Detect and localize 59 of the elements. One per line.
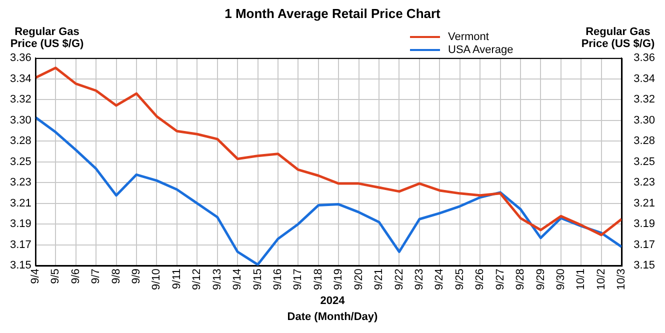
x-tick-label: 9/14 xyxy=(232,268,244,290)
y-tick-label: 3.17 xyxy=(10,238,32,251)
y-tick-label: 3.25 xyxy=(10,156,32,168)
x-tick-label: 10/1 xyxy=(575,268,588,290)
x-tick-label: 9/22 xyxy=(393,268,406,290)
y-tick-label: 3.28 xyxy=(10,135,32,148)
x-tick-label: 9/27 xyxy=(494,268,506,290)
x-tick-label: 9/4 xyxy=(29,268,42,284)
x-tick-label: 9/24 xyxy=(434,268,446,290)
y-tick-label: 3.21 xyxy=(10,197,32,210)
x-tick-label: 9/25 xyxy=(454,268,466,290)
x-tick-label: 10/3 xyxy=(616,268,628,290)
y2-tick-label: 3.34 xyxy=(634,72,656,85)
chart-title: 1 Month Average Retail Price Chart xyxy=(224,6,442,21)
y2-tick-label: 3.25 xyxy=(634,156,656,168)
x-tick-label: 9/9 xyxy=(130,268,143,284)
x-tick-label: 9/29 xyxy=(534,268,547,290)
y2-tick-label: 3.19 xyxy=(634,218,656,230)
y-tick-label: 3.30 xyxy=(10,114,32,126)
y2-tick-label: 3.30 xyxy=(634,114,656,126)
y2-tick-label: 3.36 xyxy=(634,52,656,64)
x-tick-label: 9/8 xyxy=(110,268,122,284)
y2-tick-label: 3.15 xyxy=(634,260,656,272)
x-tick-label: 9/18 xyxy=(312,268,324,290)
y-axis-title: Regular Gas Price (US $/G) xyxy=(9,26,85,50)
x-tick-label: 9/15 xyxy=(252,268,264,290)
y2-tick-label: 3.32 xyxy=(634,94,656,106)
y-tick-label: 3.15 xyxy=(10,260,32,272)
legend-label: Vermont xyxy=(448,30,489,42)
x-tick-label: 9/17 xyxy=(292,268,304,290)
x-tick-label: 9/16 xyxy=(272,268,284,290)
y2-tick-label: 3.23 xyxy=(634,176,656,189)
x-tick-label: 9/12 xyxy=(191,268,204,290)
x-tick-label: 9/11 xyxy=(170,268,183,290)
y-tick-label: 3.36 xyxy=(10,52,32,64)
x-tick-label: 9/5 xyxy=(50,268,62,284)
y2-tick-label: 3.17 xyxy=(634,238,656,251)
x-tick-label: 9/20 xyxy=(352,268,365,290)
y-tick-label: 3.34 xyxy=(10,72,32,85)
x-tick-label: 10/2 xyxy=(595,268,608,290)
x-tick-label: 9/21 xyxy=(373,268,386,290)
y2-tick-label: 3.28 xyxy=(634,135,656,148)
x-tick-label: 9/23 xyxy=(413,268,426,290)
y2-tick-label: 3.21 xyxy=(634,197,656,210)
text: 2024 xyxy=(319,295,346,307)
y2-axis-title: Regular Gas Price (US $/G) xyxy=(580,26,656,50)
y-tick-label: 3.19 xyxy=(10,218,32,230)
x-tick-label: 9/30 xyxy=(554,268,567,290)
x-tick-label: 9/13 xyxy=(211,268,224,290)
y-tick-label: 3.23 xyxy=(10,176,32,189)
x-tick-label: 9/10 xyxy=(150,268,163,290)
legend-label: USA Average xyxy=(448,44,514,56)
y-tick-label: 3.32 xyxy=(10,94,32,106)
x-tick-label: 9/7 xyxy=(90,268,102,284)
x-axis-title: Date (Month/Day) xyxy=(286,311,379,323)
x-tick-label: 9/28 xyxy=(514,268,527,290)
x-tick-label: 9/19 xyxy=(332,268,345,290)
x-tick-label: 9/26 xyxy=(474,268,486,290)
x-tick-label: 9/6 xyxy=(70,268,82,284)
